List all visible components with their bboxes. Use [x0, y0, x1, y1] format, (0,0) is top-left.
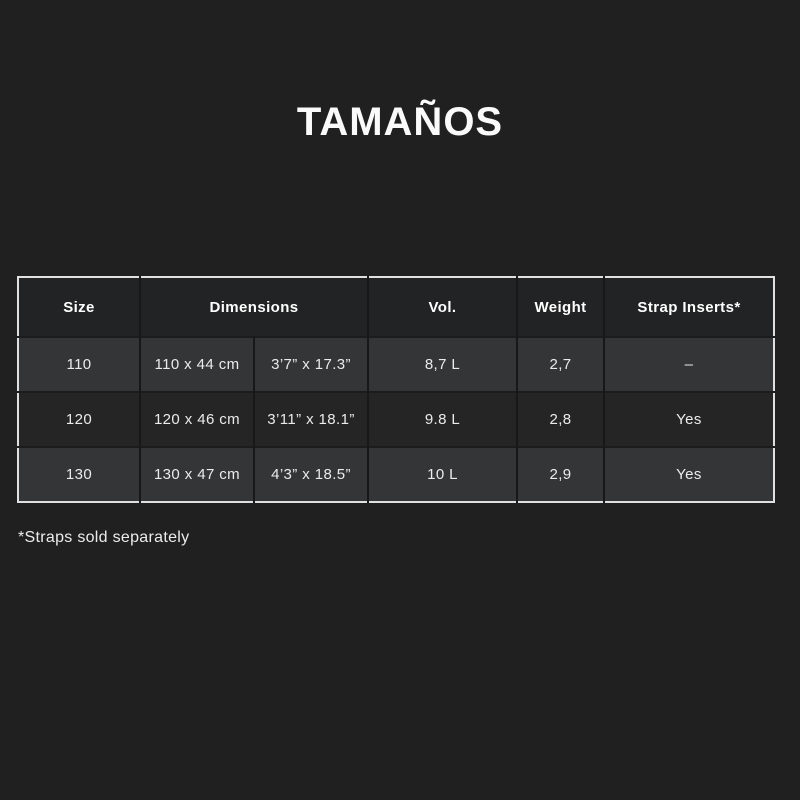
cell-weight: 2,9 [516, 447, 604, 502]
cell-dimensions-metric: 110 x 44 cm [139, 337, 254, 392]
cell-strap-inserts: Yes [603, 392, 774, 447]
sizes-table: Size Dimensions Vol. Weight Strap Insert… [17, 276, 775, 503]
footnote: *Straps sold separately [18, 529, 190, 546]
col-header-dimensions: Dimensions [139, 277, 368, 337]
cell-dimensions-imperial: 3’7” x 17.3” [253, 337, 368, 392]
cell-dimensions-imperial: 4’3” x 18.5” [253, 447, 368, 502]
col-header-strap-inserts: Strap Inserts* [603, 277, 774, 337]
cell-strap-inserts: – [603, 337, 774, 392]
col-header-size: Size [18, 277, 140, 337]
page-title: TAMAÑOS [296, 100, 504, 144]
cell-size: 130 [18, 447, 140, 502]
table-row-130: 130 130 x 47 cm 4’3” x 18.5” 10 L 2,9 Ye… [18, 447, 774, 502]
cell-volume: 8,7 L [367, 337, 517, 392]
cell-dimensions-metric: 130 x 47 cm [139, 447, 254, 502]
table-row-120: 120 120 x 46 cm 3’11” x 18.1” 9.8 L 2,8 … [18, 392, 774, 447]
cell-volume: 10 L [367, 447, 517, 502]
cell-weight: 2,8 [516, 392, 604, 447]
cell-size: 120 [18, 392, 140, 447]
cell-weight: 2,7 [516, 337, 604, 392]
cell-volume: 9.8 L [367, 392, 517, 447]
table-header-row: Size Dimensions Vol. Weight Strap Insert… [18, 277, 774, 337]
cell-size: 110 [18, 337, 140, 392]
cell-dimensions-imperial: 3’11” x 18.1” [253, 392, 368, 447]
col-header-volume: Vol. [367, 277, 517, 337]
cell-strap-inserts: Yes [603, 447, 774, 502]
col-header-weight: Weight [516, 277, 604, 337]
cell-dimensions-metric: 120 x 46 cm [139, 392, 254, 447]
table-row-110: 110 110 x 44 cm 3’7” x 17.3” 8,7 L 2,7 – [18, 337, 774, 392]
